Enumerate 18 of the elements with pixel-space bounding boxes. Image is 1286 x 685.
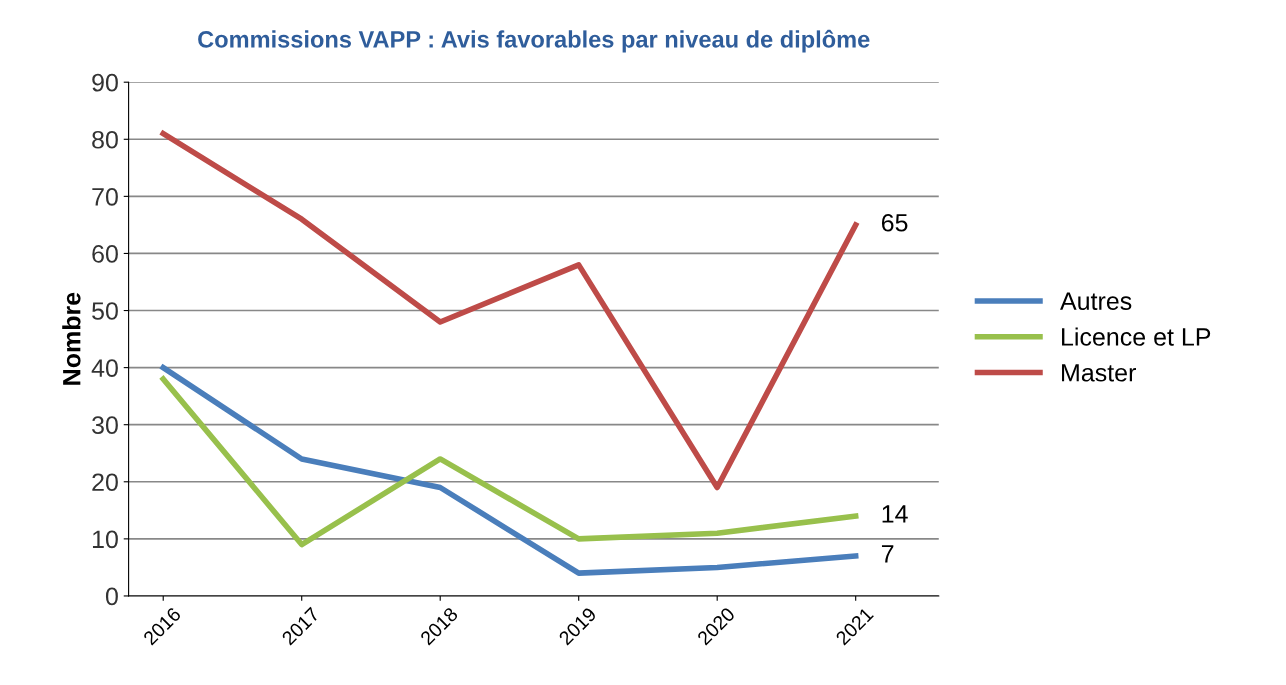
- y-tick-label: 50: [92, 302, 118, 320]
- y-tick-label: 10: [92, 530, 118, 549]
- annotation: 14: [882, 505, 908, 523]
- y-tick-label: 70: [92, 187, 118, 206]
- y-tick-label: 90: [92, 73, 118, 92]
- annotation: 65: [881, 213, 908, 232]
- y-tick-label: 60: [92, 245, 118, 263]
- y-tick-label: 80: [92, 130, 118, 149]
- legend-label: Master: [1062, 364, 1136, 382]
- y-tick-label: 30: [92, 416, 118, 434]
- y-tick-label: 20: [92, 473, 118, 492]
- chart-title: Commissions VAPP : Avis favorables par niveau de diplôme: [198, 29, 870, 53]
- y-tick-label: 40: [91, 359, 118, 377]
- y-tick-label: 0: [105, 587, 118, 606]
- legend-label: Autres: [1060, 292, 1132, 310]
- legend-label: Licence et LP: [1062, 327, 1211, 346]
- annotation: 7: [881, 545, 894, 563]
- y-axis-title: Nombre: [62, 292, 81, 385]
